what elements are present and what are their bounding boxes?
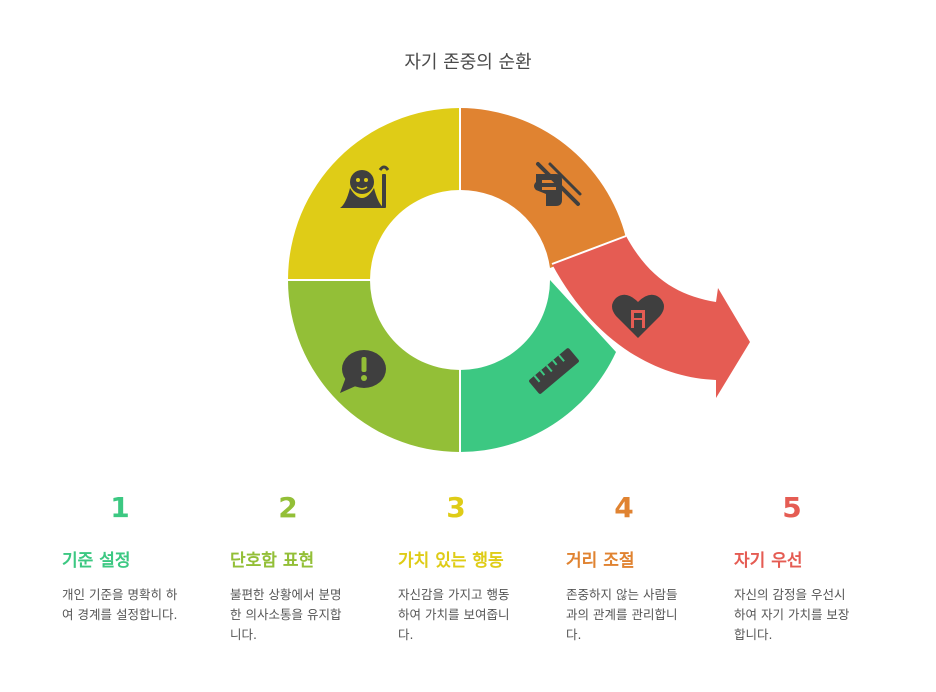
step-description: 자신감을 가지고 행동 하여 가치를 보여줍니 다.: [398, 587, 510, 642]
step-3: 3 가치 있는 행동 자신감을 가지고 행동 하여 가치를 보여줍니 다.: [398, 488, 558, 645]
step-number: 3: [446, 491, 466, 524]
exclamation-speech-bubble-icon: [340, 350, 386, 393]
step-2: 2 단호함 표현 불편한 상황에서 분명 한 의사소통을 유지합 니다.: [230, 488, 390, 645]
segment-separators: [286, 106, 461, 454]
step-number: 2: [278, 491, 298, 524]
step-heading: 기준 설정: [62, 551, 131, 571]
step-description: 존중하지 않는 사람들 과의 관계를 관리합니 다.: [566, 587, 678, 642]
step-description: 자신의 감정을 우선시 하여 자기 가치를 보장 합니다.: [734, 587, 850, 642]
step-4: 4 거리 조절 존중하지 않는 사람들 과의 관계를 관리합니 다.: [566, 488, 726, 645]
arrow-edge: [551, 235, 627, 265]
ruler-icon: [529, 348, 579, 394]
segment-green: [460, 280, 616, 452]
no-writing-hand-icon: [534, 162, 582, 206]
step-description: 불편한 상황에서 분명 한 의사소통을 유지합 니다.: [230, 587, 342, 642]
step-heading: 단호함 표현: [230, 551, 315, 571]
step-5: 5 자기 우선 자신의 감정을 우선시 하여 자기 가치를 보장 합니다.: [734, 488, 894, 645]
step-heading: 가치 있는 행동: [398, 551, 504, 571]
diagram-title: 자기 존중의 순환: [404, 52, 532, 73]
step-number: 1: [110, 491, 130, 524]
step-number: 5: [782, 491, 802, 524]
heart-with-door-icon: [612, 294, 664, 338]
step-heading: 자기 우선: [734, 551, 803, 571]
cycle-diagram: [286, 106, 750, 454]
wise-elder-icon: [340, 165, 390, 208]
step-heading: 거리 조절: [566, 551, 635, 571]
step-number: 4: [614, 491, 634, 524]
